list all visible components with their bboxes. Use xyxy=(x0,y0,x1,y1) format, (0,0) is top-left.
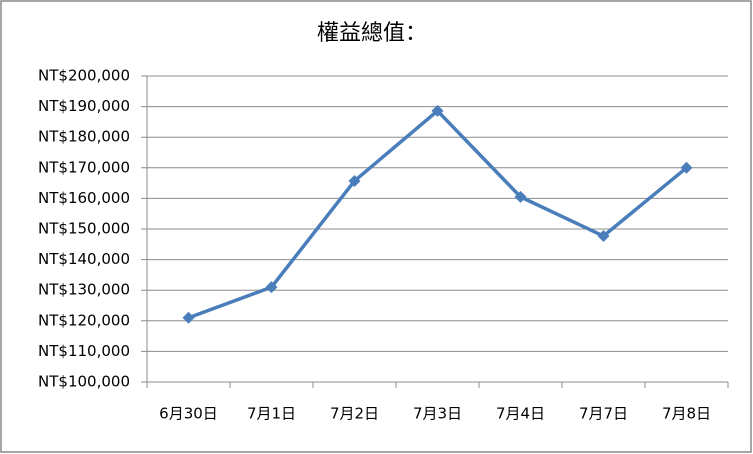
y-tick-label: NT$160,000 xyxy=(38,189,130,207)
y-tick-label: NT$100,000 xyxy=(38,373,130,391)
data-point xyxy=(431,104,444,117)
x-tick-label: 7月4日 xyxy=(496,405,545,423)
y-tick-label: NT$170,000 xyxy=(38,158,130,176)
y-tick-label: NT$200,000 xyxy=(38,67,130,85)
chart-title: 權益總值： xyxy=(317,21,427,46)
x-tick-label: 7月3日 xyxy=(413,405,462,423)
data-point xyxy=(514,190,527,203)
x-tick-label: 7月8日 xyxy=(662,405,711,423)
x-tick-label: 6月30日 xyxy=(159,405,218,423)
x-tick-label: 7月2日 xyxy=(330,405,379,423)
y-tick-label: NT$140,000 xyxy=(38,250,130,268)
data-point xyxy=(265,281,278,294)
y-tick-label: NT$110,000 xyxy=(38,342,130,360)
data-point xyxy=(348,174,361,187)
y-tick-label: NT$150,000 xyxy=(38,220,130,238)
x-tick-label: 7月7日 xyxy=(579,405,628,423)
data-point xyxy=(182,311,195,324)
data-point xyxy=(680,161,693,174)
y-tick-label: NT$180,000 xyxy=(38,128,130,146)
data-point xyxy=(597,230,610,243)
y-tick-label: NT$190,000 xyxy=(38,97,130,115)
x-tick-label: 7月1日 xyxy=(247,405,296,423)
y-tick-label: NT$130,000 xyxy=(38,281,130,299)
y-tick-label: NT$120,000 xyxy=(38,311,130,329)
